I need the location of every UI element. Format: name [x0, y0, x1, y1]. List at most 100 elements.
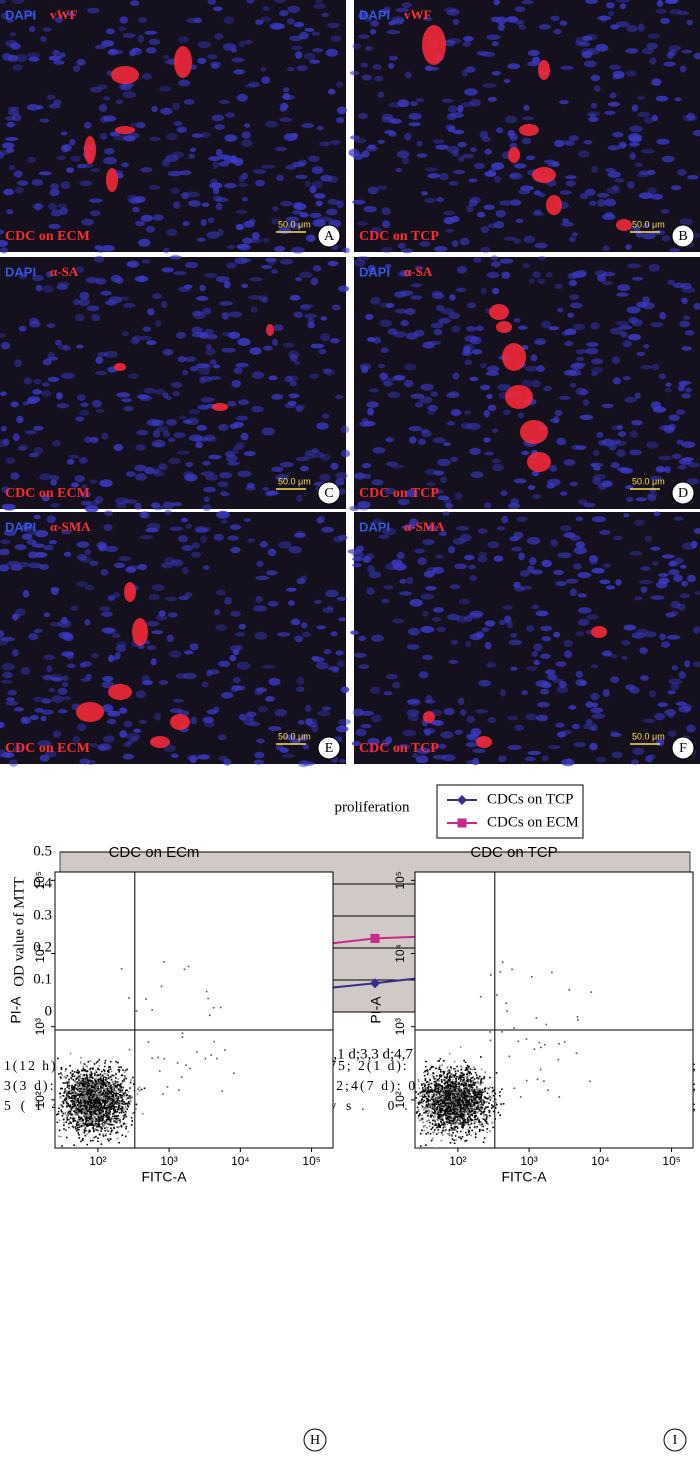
event-dot [110, 1130, 113, 1133]
event-dot [135, 1103, 138, 1106]
event-dot [107, 1077, 109, 1079]
nucleus [427, 340, 442, 345]
event-dot [459, 1076, 462, 1079]
nucleus [158, 463, 168, 471]
nucleus [1, 662, 16, 671]
nucleus [262, 237, 270, 243]
nucleus [177, 356, 186, 363]
event-dot [83, 1112, 85, 1114]
nucleus [211, 64, 220, 69]
event-dot [140, 1088, 143, 1091]
event-dot [70, 1100, 73, 1102]
event-dot [118, 1066, 120, 1069]
nucleus [46, 356, 59, 361]
event-dot [113, 1109, 115, 1112]
nucleus [151, 439, 166, 448]
event-dot [94, 1072, 96, 1075]
nucleus [275, 474, 289, 481]
event-dot [478, 1130, 481, 1133]
nucleus [632, 276, 644, 281]
event-dot [102, 1108, 105, 1111]
event-dot [114, 1117, 116, 1120]
nucleus [203, 328, 215, 335]
nucleus [650, 401, 662, 409]
event-dot [98, 1098, 100, 1101]
nucleus [634, 162, 643, 167]
event-dot [435, 1077, 437, 1080]
nucleus [365, 313, 374, 320]
event-dot [480, 1056, 482, 1058]
event-dot [101, 1070, 103, 1073]
nucleus [235, 362, 249, 368]
nucleus [650, 322, 664, 328]
y-tick-label: 10³ [33, 1018, 47, 1035]
nucleus [604, 110, 616, 116]
event-dot [486, 1098, 489, 1100]
event-dot [104, 1122, 106, 1125]
event-dot [494, 1107, 497, 1109]
nucleus [655, 8, 667, 14]
event-dot [103, 1124, 105, 1127]
event-dot [104, 1062, 106, 1064]
nucleus [89, 743, 99, 748]
event-dot [110, 1102, 112, 1105]
nucleus [115, 502, 127, 509]
event-dot [473, 1096, 476, 1099]
nucleus [585, 0, 599, 4]
nucleus [521, 116, 534, 121]
event-dot [72, 1089, 75, 1091]
nucleus [327, 605, 334, 611]
nucleus [58, 52, 66, 58]
nucleus [84, 121, 92, 129]
event-dot [68, 1084, 71, 1086]
event-dot [466, 1116, 469, 1119]
event-dot [100, 1130, 102, 1132]
event-dot [105, 1120, 108, 1122]
event-dot [91, 1118, 93, 1121]
nucleus [438, 317, 451, 324]
nucleus [601, 281, 613, 286]
nucleus [509, 173, 520, 178]
event-dot [106, 1083, 108, 1086]
nucleus [679, 593, 691, 599]
event-dot [111, 1074, 113, 1077]
event-dot [86, 1133, 88, 1136]
event-dot [84, 1117, 87, 1119]
nucleus [416, 140, 423, 147]
nucleus [197, 57, 207, 64]
nucleus [211, 114, 224, 122]
event-dot [67, 1113, 69, 1115]
nucleus [201, 681, 209, 688]
event-dot [75, 1071, 78, 1074]
nucleus [487, 97, 498, 102]
event-dot [91, 1085, 94, 1087]
event-dot [79, 1074, 81, 1077]
condition-label: CDC on ECM [5, 229, 90, 244]
event-dot [79, 1093, 82, 1095]
event-dot [63, 1121, 65, 1124]
nucleus [602, 271, 616, 277]
nucleus [166, 133, 178, 141]
nucleus [81, 500, 93, 506]
nucleus [479, 130, 489, 139]
nucleus [7, 689, 17, 696]
nucleus [57, 687, 68, 695]
nucleus [540, 625, 553, 632]
event-dot [112, 1112, 114, 1115]
event-dot [499, 1095, 501, 1097]
event-dot [77, 1070, 79, 1073]
event-dot [68, 1087, 70, 1090]
event-dot [469, 1093, 472, 1095]
event-dot [88, 1101, 91, 1103]
nucleus [527, 49, 540, 57]
nucleus [420, 429, 430, 433]
event-dot [135, 1010, 138, 1012]
event-dot [63, 1124, 65, 1126]
event-dot [445, 1117, 448, 1119]
event-dot [68, 1122, 70, 1125]
event-dot [85, 1082, 87, 1084]
nucleus [13, 707, 24, 712]
nucleus [17, 446, 27, 451]
nucleus [571, 723, 581, 730]
nucleus [171, 502, 183, 507]
